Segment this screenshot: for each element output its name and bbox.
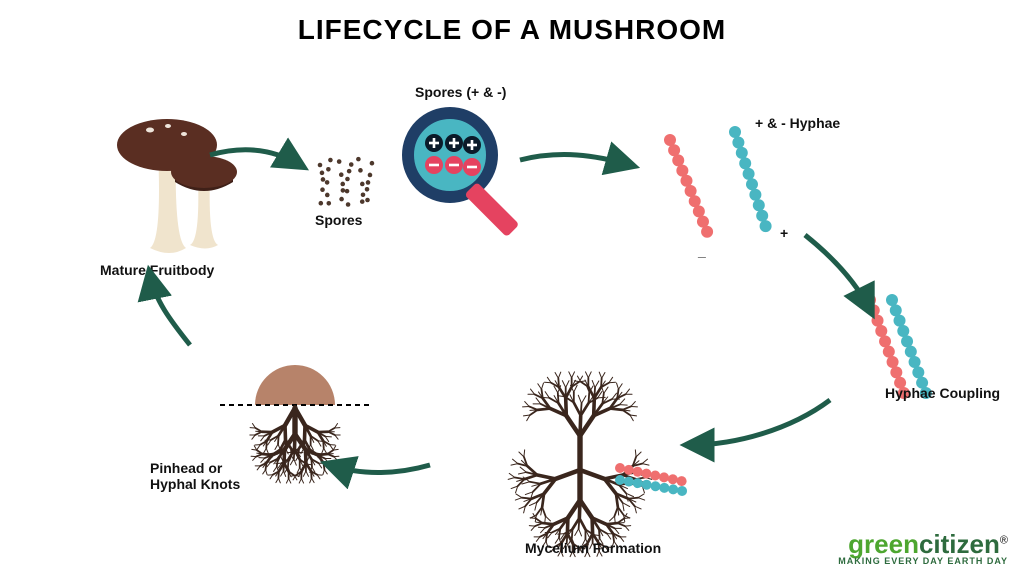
a-hyphae-coupling — [805, 235, 870, 310]
logo-reg: ® — [1000, 534, 1008, 546]
a-pinhead-mature — [150, 275, 190, 345]
a-coupling-mycelium — [690, 400, 830, 445]
logo-tagline: MAKING EVERY DAY EARTH DAY — [838, 557, 1008, 566]
arrows-layer — [0, 0, 1024, 576]
logo-green: green — [848, 529, 919, 559]
a-mycelium-pinhead — [330, 465, 430, 473]
logo-citizen: citizen — [919, 529, 1000, 559]
brand-logo: greencitizen® MAKING EVERY DAY EARTH DAY — [838, 531, 1008, 566]
diagram-canvas: LIFECYCLE OF A MUSHROOM Mature Fruitbody… — [0, 0, 1024, 576]
a-spores-hyphae — [520, 155, 630, 165]
a-mature-spores — [210, 150, 300, 165]
